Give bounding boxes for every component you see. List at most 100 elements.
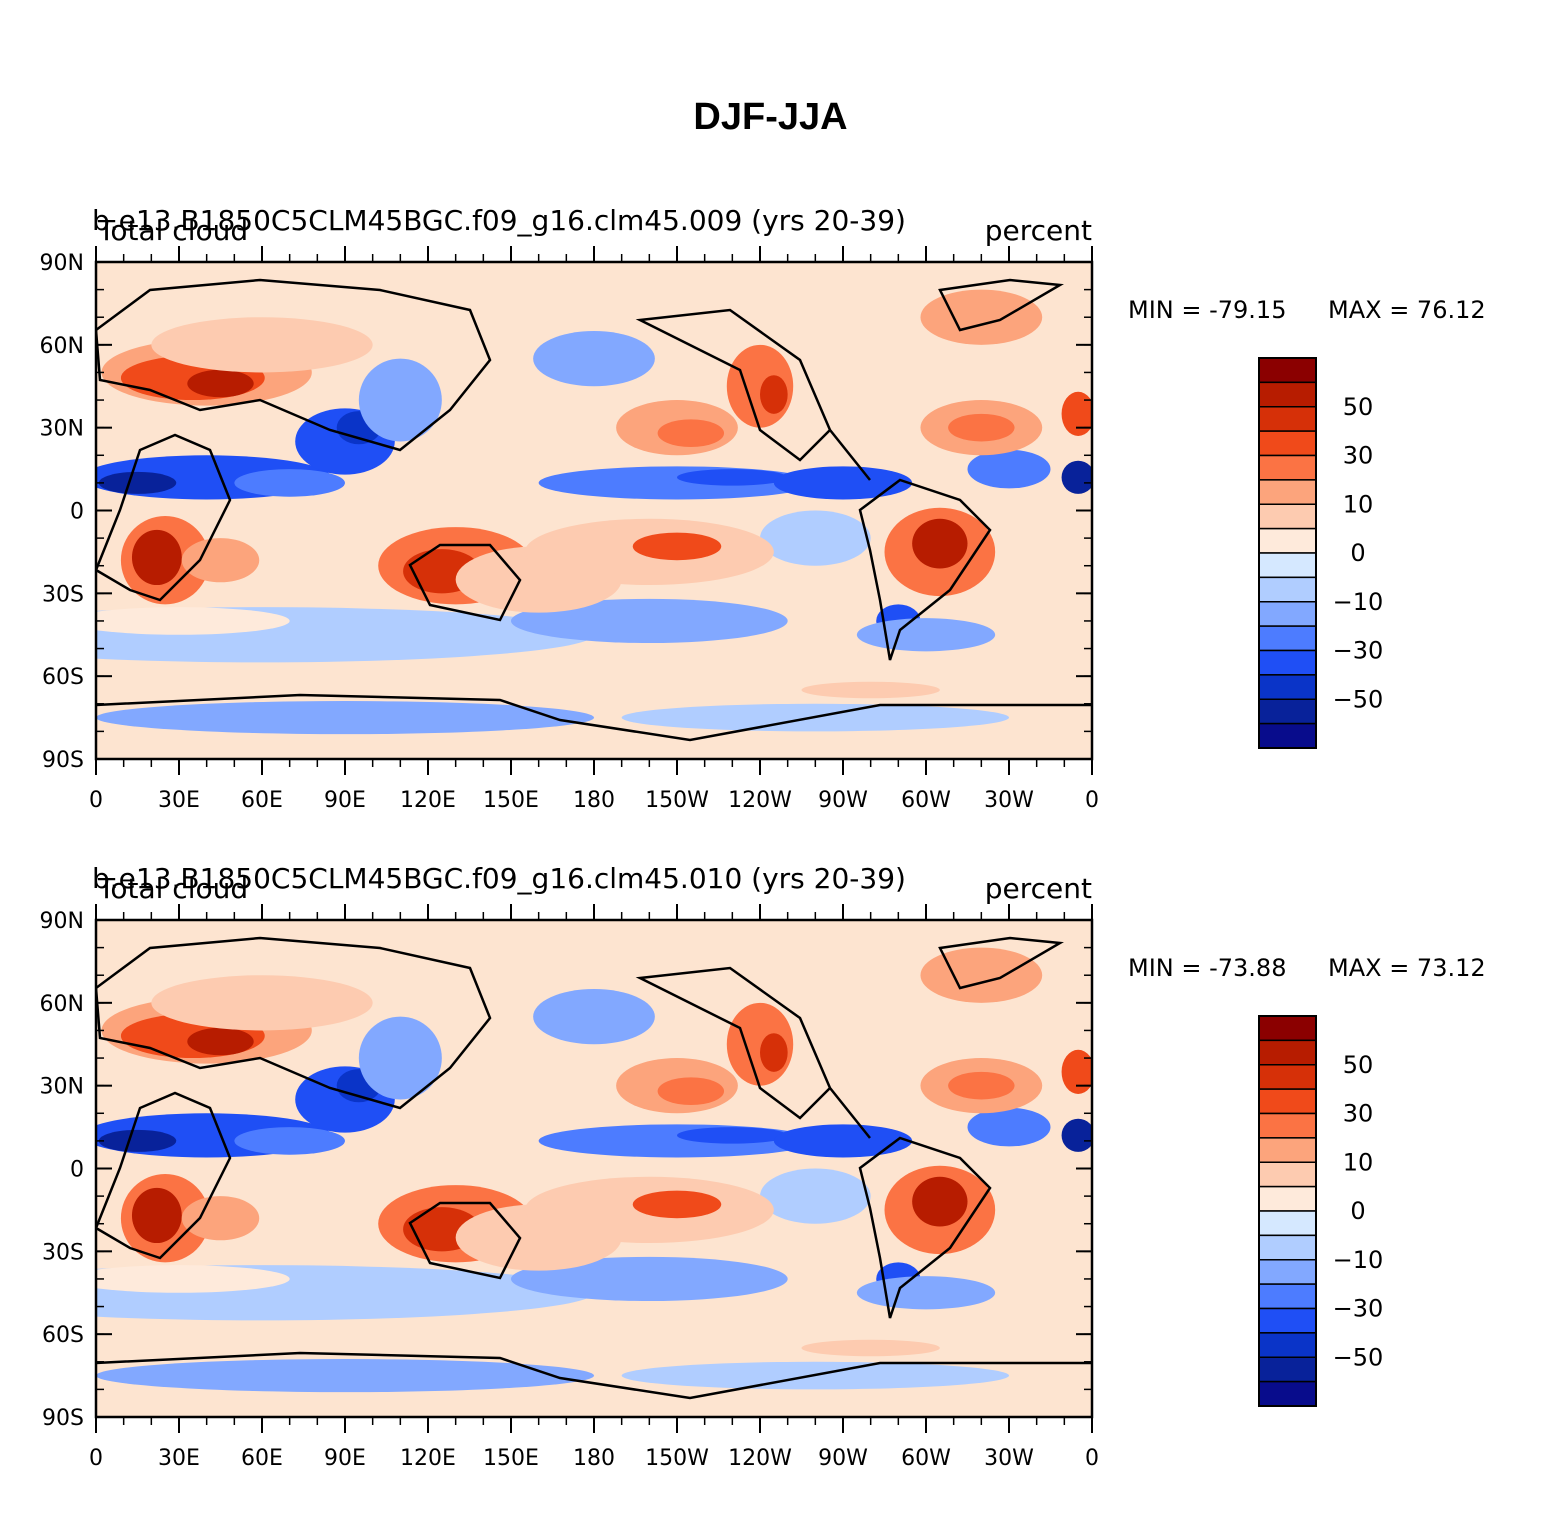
coastline — [635, 966, 871, 1139]
map-panel-1: b.e13.B1850C5CLM45BGC.f09_g16.clm45.009 … — [0, 200, 1541, 840]
anomaly-region — [96, 701, 594, 735]
lat-label: 90S — [42, 1406, 84, 1431]
anomaly-region — [131, 1187, 182, 1244]
colorbar-label: −30 — [1333, 637, 1384, 665]
min-label: MIN = -73.88 — [1128, 954, 1286, 982]
colorbar-swatch — [1258, 454, 1317, 481]
anomaly-region — [511, 598, 788, 644]
colorbar-frame — [1258, 1015, 1317, 1407]
max-label: MAX = 76.12 — [1328, 296, 1486, 324]
anomaly-region — [801, 1339, 940, 1357]
colorbar-label: 30 — [1343, 442, 1374, 470]
units-label: percent — [985, 214, 1092, 247]
colorbar-label: 30 — [1343, 1100, 1374, 1128]
max-label: MAX = 73.12 — [1328, 954, 1486, 982]
colorbar-swatch — [1258, 1234, 1317, 1261]
lon-label: 150E — [483, 1446, 539, 1471]
anomaly-region — [358, 1016, 442, 1100]
colorbar-swatch — [1258, 1356, 1317, 1383]
lat-label: 90N — [40, 909, 84, 934]
colorbar-swatch — [1258, 698, 1317, 725]
coastline — [408, 1201, 522, 1280]
anomaly-region — [181, 538, 260, 583]
colorbar-label: −30 — [1333, 1295, 1384, 1323]
lon-label: 120E — [400, 788, 456, 813]
anomaly-region — [856, 618, 996, 652]
colorbar-swatch — [1258, 1064, 1317, 1090]
anomaly-region — [677, 1127, 788, 1144]
lon-label: 180 — [573, 1446, 615, 1471]
lat-label: 90S — [42, 748, 84, 773]
colorbar-swatch — [1258, 430, 1317, 457]
colorbar-swatch — [1258, 479, 1317, 505]
anomaly-region — [96, 1265, 290, 1293]
lat-label: 30S — [42, 582, 84, 607]
colorbar-swatch — [1258, 406, 1317, 432]
colorbar-swatch — [1258, 1015, 1317, 1042]
lon-label: 90W — [818, 788, 868, 813]
coastline — [96, 433, 232, 602]
colorbar-swatch — [1258, 1161, 1317, 1188]
lon-label: 30W — [984, 788, 1034, 813]
anomaly-region — [760, 375, 788, 414]
anomaly-region — [760, 510, 871, 566]
figure-title: DJF-JJA — [693, 96, 848, 138]
anomaly-region — [511, 1256, 788, 1302]
anomaly-region — [181, 1196, 260, 1241]
case-label: b.e13.B1850C5CLM45BGC.f09_g16.clm45.009 … — [92, 204, 906, 237]
colorbar-swatch — [1258, 1088, 1317, 1115]
lon-label: 180 — [573, 788, 615, 813]
anomaly-region — [187, 1027, 254, 1056]
lon-label: 90E — [324, 1446, 366, 1471]
anomaly-region — [151, 975, 373, 1031]
lat-label: 30N — [40, 417, 84, 442]
anomaly-region — [773, 466, 913, 500]
anomaly-region — [967, 449, 1051, 489]
lon-label: 60W — [901, 1446, 951, 1471]
anomaly-region — [98, 471, 177, 494]
anomaly-region — [912, 1176, 968, 1227]
colorbar-swatch — [1258, 1137, 1317, 1163]
coastline — [96, 936, 492, 1110]
anomaly-region — [948, 1071, 1015, 1100]
contour-map — [94, 918, 1094, 1419]
anomaly-region — [920, 289, 1043, 345]
anomaly-region — [533, 331, 655, 387]
anomaly-region — [234, 469, 345, 497]
lon-label: 150E — [483, 788, 539, 813]
anomaly-region — [358, 358, 442, 442]
coastline — [96, 278, 492, 452]
anomaly-region — [234, 1127, 345, 1155]
anomaly-region — [948, 413, 1015, 442]
anomaly-region — [96, 607, 290, 635]
lat-label: 0 — [70, 500, 84, 525]
colorbar-label: 50 — [1343, 1051, 1374, 1079]
lon-label: 150W — [645, 788, 709, 813]
colorbar-label: −10 — [1333, 588, 1384, 616]
lon-label: 0 — [89, 788, 103, 813]
colorbar-swatch — [1258, 674, 1317, 700]
anomaly-region — [632, 532, 722, 561]
anomaly-region — [657, 419, 725, 447]
lat-label: 60N — [40, 334, 84, 359]
anomaly-region — [96, 1359, 594, 1393]
coastline — [96, 693, 1092, 742]
colorbar-swatch — [1258, 601, 1317, 627]
units-label: percent — [985, 872, 1092, 905]
lon-label: 60E — [241, 1446, 283, 1471]
colorbar-label: 10 — [1343, 490, 1374, 518]
coastline — [938, 278, 1064, 332]
anomaly-region — [912, 518, 968, 569]
map-panel-2: b.e13.B1850C5CLM45BGC.f09_g16.clm45.010 … — [0, 858, 1541, 1498]
colorbar-frame — [1258, 357, 1317, 749]
anomaly-region — [801, 681, 940, 699]
contour-map — [94, 260, 1094, 761]
lon-label: 60E — [241, 788, 283, 813]
lon-label: 120W — [728, 1446, 792, 1471]
anomaly-region — [151, 317, 373, 373]
colorbar-swatch — [1258, 1185, 1317, 1212]
colorbar-swatch — [1258, 1112, 1317, 1139]
colorbar-label: 50 — [1343, 393, 1374, 421]
